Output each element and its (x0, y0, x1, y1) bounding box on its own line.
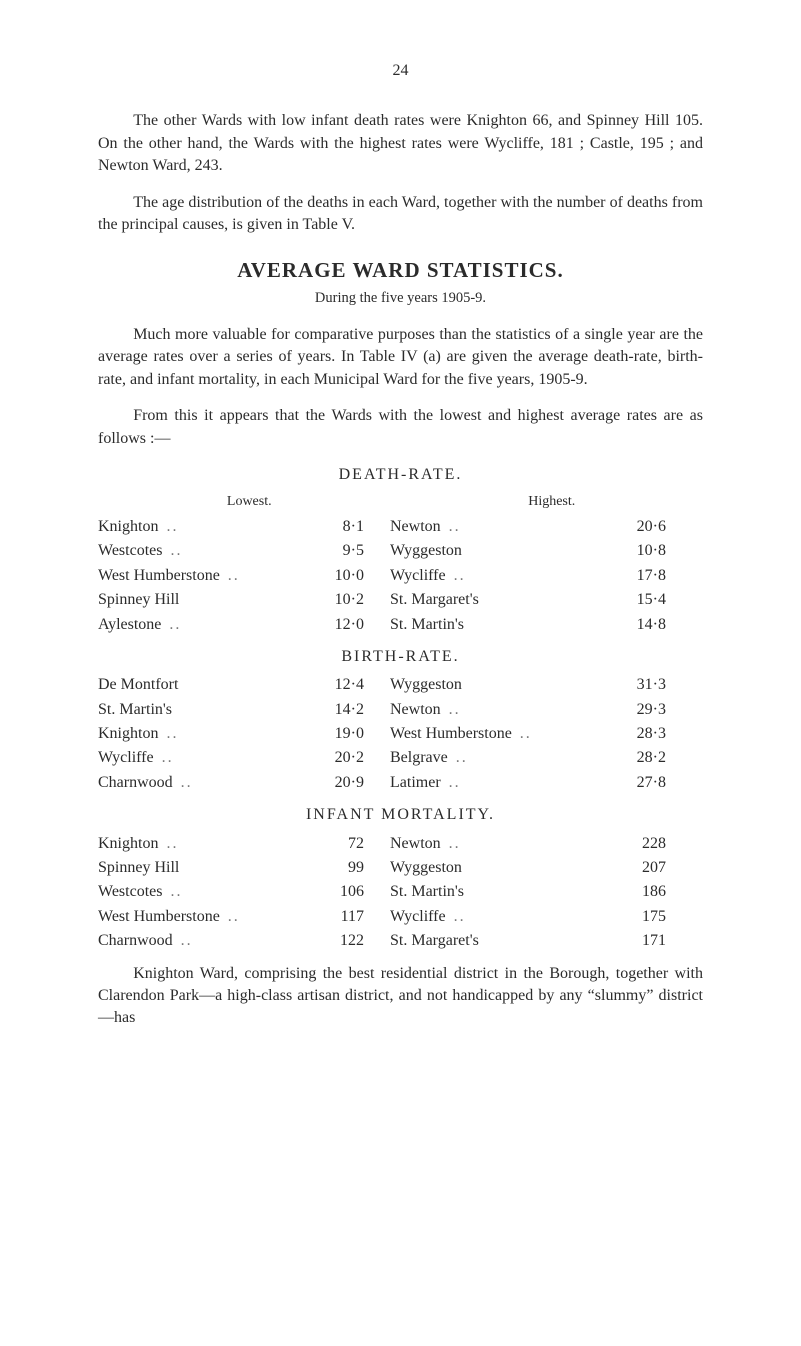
table-row: Charnwood .. 20·9 Latimer .. 27·8 (98, 772, 703, 794)
row-value-left: 8·1 (294, 516, 390, 538)
infant-mortality-table: Knighton .. 72 Newton .. 228 Spinney Hil… (98, 833, 703, 953)
row-value-right: 29·3 (596, 699, 666, 721)
table-row: St. Martin's 14·2 Newton .. 29·3 (98, 699, 703, 721)
row-label-right: Newton .. (390, 699, 596, 721)
highest-header: Highest. (401, 492, 704, 512)
row-value-right: 10·8 (596, 540, 666, 562)
table-row: Wycliffe .. 20·2 Belgrave .. 28·2 (98, 747, 703, 769)
paragraph-3: Much more valuable for comparative purpo… (98, 324, 703, 391)
row-label-left: Spinney Hill (98, 589, 294, 611)
row-label-right: Newton .. (390, 833, 596, 855)
row-label-left: Wycliffe .. (98, 747, 294, 769)
row-value-right: 17·8 (596, 565, 666, 587)
row-label-left: Knighton .. (98, 833, 294, 855)
row-value-left: 10·2 (294, 589, 390, 611)
paragraph-4: From this it appears that the Wards with… (98, 405, 703, 450)
row-value-right: 15·4 (596, 589, 666, 611)
row-label-left: De Montfort (98, 674, 294, 696)
row-value-right: 207 (596, 857, 666, 879)
table-row: Spinney Hill 10·2 St. Margaret's 15·4 (98, 589, 703, 611)
row-label-right: West Humberstone .. (390, 723, 596, 745)
row-label-left: St. Martin's (98, 699, 294, 721)
table-row: Westcotes .. 106 St. Martin's 186 (98, 881, 703, 903)
row-label-right: Wyggeston (390, 857, 596, 879)
table-row: Knighton .. 8·1 Newton .. 20·6 (98, 516, 703, 538)
row-label-right: Latimer .. (390, 772, 596, 794)
row-value-left: 10·0 (294, 565, 390, 587)
paragraph-5: Knighton Ward, comprising the best resid… (98, 963, 703, 1030)
row-label-left: Charnwood .. (98, 930, 294, 952)
row-label-left: Westcotes .. (98, 540, 294, 562)
row-value-right: 171 (596, 930, 666, 952)
birth-rate-table: De Montfort 12·4 Wyggeston 31·3 St. Mart… (98, 674, 703, 794)
row-label-right: St. Martin's (390, 881, 596, 903)
table-row: West Humberstone .. 10·0 Wycliffe .. 17·… (98, 565, 703, 587)
row-label-left: Charnwood .. (98, 772, 294, 794)
row-value-right: 28·2 (596, 747, 666, 769)
table-row: Spinney Hill 99 Wyggeston 207 (98, 857, 703, 879)
row-label-left: Westcotes .. (98, 881, 294, 903)
row-value-right: 228 (596, 833, 666, 855)
document-page: 24 The other Wards with low infant death… (0, 0, 801, 1346)
section-title: AVERAGE WARD STATISTICS. (98, 256, 703, 285)
row-value-left: 20·9 (294, 772, 390, 794)
row-label-right: St. Margaret's (390, 930, 596, 952)
row-label-left: Knighton .. (98, 516, 294, 538)
row-label-right: Wycliffe .. (390, 565, 596, 587)
row-value-left: 14·2 (294, 699, 390, 721)
row-value-left: 19·0 (294, 723, 390, 745)
row-value-left: 117 (294, 906, 390, 928)
infant-mortality-heading: INFANT MORTALITY. (98, 804, 703, 826)
row-label-right: Wycliffe .. (390, 906, 596, 928)
death-rate-col-headers: Lowest. Highest. (98, 492, 703, 512)
table-row: Westcotes .. 9·5 Wyggeston 10·8 (98, 540, 703, 562)
row-value-left: 72 (294, 833, 390, 855)
lowest-header: Lowest. (98, 492, 401, 512)
row-value-right: 27·8 (596, 772, 666, 794)
row-label-right: Wyggeston (390, 674, 596, 696)
row-value-right: 28·3 (596, 723, 666, 745)
row-value-left: 9·5 (294, 540, 390, 562)
death-rate-table: Lowest. Highest. Knighton .. 8·1 Newton … (98, 492, 703, 636)
row-value-left: 99 (294, 857, 390, 879)
row-value-right: 14·8 (596, 614, 666, 636)
row-value-left: 122 (294, 930, 390, 952)
row-value-right: 175 (596, 906, 666, 928)
row-label-right: St. Margaret's (390, 589, 596, 611)
row-label-left: Knighton .. (98, 723, 294, 745)
table-row: West Humberstone .. 117 Wycliffe .. 175 (98, 906, 703, 928)
paragraph-1: The other Wards with low infant death ra… (98, 110, 703, 177)
row-label-right: Wyggeston (390, 540, 596, 562)
death-rate-heading: DEATH-RATE. (98, 464, 703, 486)
row-value-right: 31·3 (596, 674, 666, 696)
row-label-left: Aylestone .. (98, 614, 294, 636)
row-label-left: West Humberstone .. (98, 906, 294, 928)
row-value-right: 20·6 (596, 516, 666, 538)
paragraph-2: The age distribution of the deaths in ea… (98, 192, 703, 237)
section-subtitle: During the five years 1905-9. (98, 288, 703, 308)
row-label-left: West Humberstone .. (98, 565, 294, 587)
table-row: Knighton .. 72 Newton .. 228 (98, 833, 703, 855)
row-value-left: 106 (294, 881, 390, 903)
row-value-left: 12·0 (294, 614, 390, 636)
row-value-left: 12·4 (294, 674, 390, 696)
row-value-right: 186 (596, 881, 666, 903)
table-row: De Montfort 12·4 Wyggeston 31·3 (98, 674, 703, 696)
table-row: Charnwood .. 122 St. Margaret's 171 (98, 930, 703, 952)
page-number: 24 (98, 60, 703, 82)
row-label-right: Belgrave .. (390, 747, 596, 769)
row-value-left: 20·2 (294, 747, 390, 769)
row-label-right: St. Martin's (390, 614, 596, 636)
table-row: Knighton .. 19·0 West Humberstone .. 28·… (98, 723, 703, 745)
row-label-left: Spinney Hill (98, 857, 294, 879)
row-label-right: Newton .. (390, 516, 596, 538)
birth-rate-heading: BIRTH-RATE. (98, 646, 703, 668)
table-row: Aylestone .. 12·0 St. Martin's 14·8 (98, 614, 703, 636)
